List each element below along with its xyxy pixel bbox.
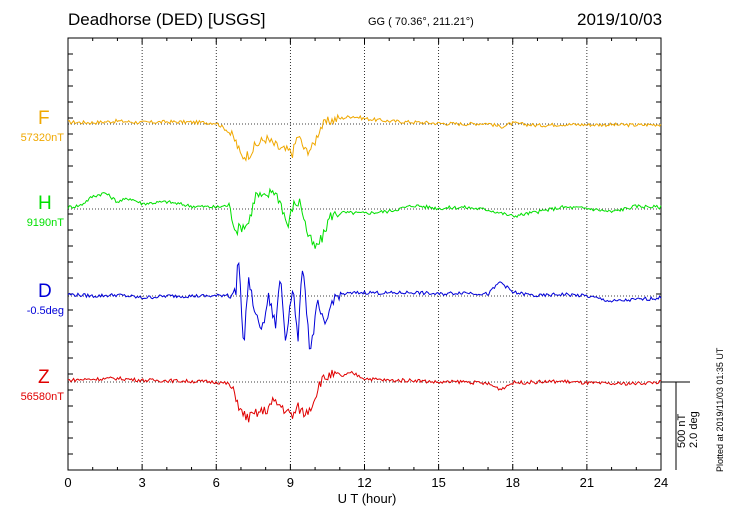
x-tick-label: 18 [506, 475, 520, 490]
component-baseline-h: 9190nT [26, 217, 64, 229]
x-tick-label: 21 [580, 475, 594, 490]
scale-label: 500 nT 2.0 deg [676, 411, 700, 448]
axis-ticks [67, 38, 662, 470]
station-title: Deadhorse (DED) [USGS] [68, 10, 266, 29]
x-tick-label: 3 [139, 475, 146, 490]
series-line-d [67, 261, 662, 350]
scale-deg: 2.0 deg [688, 411, 700, 448]
x-tick-label: 24 [654, 475, 668, 490]
component-baseline-f: 57320nT [20, 132, 64, 144]
observation-date: 2019/10/03 [577, 10, 663, 29]
geographic-coordinates: GG ( 70.36°, 211.21°) [368, 16, 474, 28]
component-label-z: Z [38, 367, 50, 388]
series-line-z [67, 369, 662, 423]
x-tick-label: 12 [357, 475, 371, 490]
x-axis-label: U T (hour) [338, 491, 397, 506]
series-line-f [67, 113, 662, 162]
series-lines [67, 113, 662, 423]
component-label-d: D [38, 281, 52, 302]
x-tick-label: 6 [213, 475, 220, 490]
x-tick-label: 0 [64, 475, 71, 490]
plotted-timestamp: Plotted at 2019/11/03 01:35 UT [715, 347, 725, 472]
scale-nt: 500 nT [676, 413, 688, 448]
grid-lines [141, 38, 588, 470]
component-label-f: F [38, 108, 50, 129]
baselines [68, 123, 661, 383]
component-label-h: H [38, 193, 52, 214]
scale-bar [661, 381, 690, 470]
x-tick-label: 15 [431, 475, 445, 490]
series-line-h [67, 187, 662, 249]
component-baseline-z: 56580nT [20, 391, 64, 403]
component-baseline-d: -0.5deg [26, 305, 64, 317]
x-tick-label: 9 [287, 475, 294, 490]
